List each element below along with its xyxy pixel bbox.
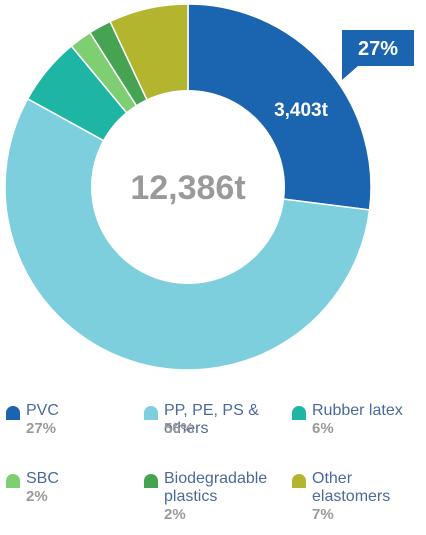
pvc-percent-badge: 27% [342, 30, 414, 80]
pvc-percent-badge-text: 27% [358, 38, 398, 60]
center-total-label: 12,386t [130, 169, 245, 207]
donut-hole [91, 90, 285, 284]
pvc-slice-value-label: 3,403t [274, 100, 329, 121]
